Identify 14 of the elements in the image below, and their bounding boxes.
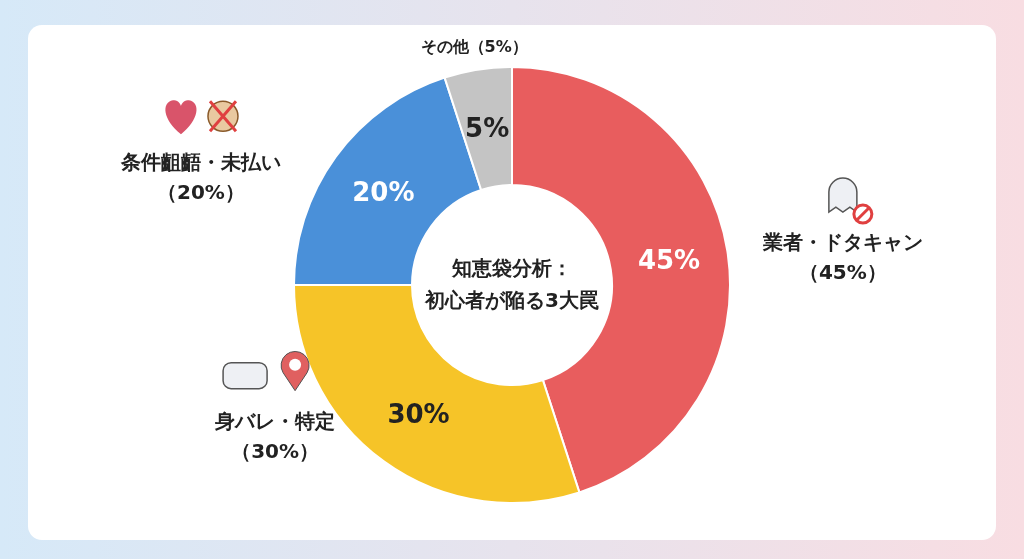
slice-label: 業者・ドタキャン bbox=[761, 230, 923, 255]
data-label: 30% bbox=[387, 398, 450, 429]
text: （20%） bbox=[157, 180, 245, 205]
text: （5%） bbox=[468, 36, 528, 56]
data-label: 5% bbox=[465, 112, 510, 143]
data-label: 45% bbox=[637, 245, 701, 276]
text: 初心者が陥る3大罠 bbox=[424, 288, 599, 312]
text: （45%） bbox=[798, 260, 887, 285]
text: （30%） bbox=[231, 438, 320, 463]
slice-label: 条件齟齬・未払い bbox=[119, 150, 281, 175]
slice-label: 身バレ・特定 bbox=[214, 408, 336, 433]
text: 知恵袋分析： bbox=[451, 256, 572, 280]
slice-label: その他 bbox=[420, 36, 470, 56]
data-label: 20% bbox=[352, 176, 415, 207]
